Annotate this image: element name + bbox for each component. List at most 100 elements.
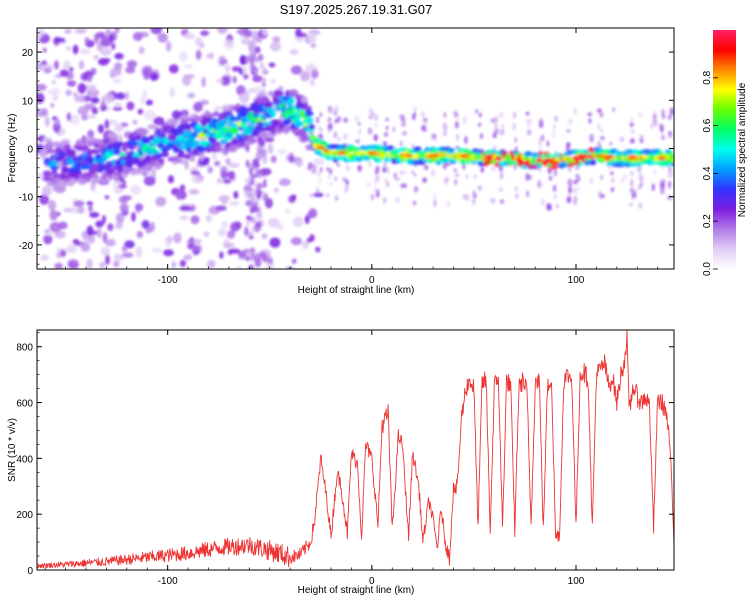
- heatmap-cell: [399, 171, 404, 175]
- heatmap-cell: [499, 111, 504, 119]
- heatmap-cell: [242, 66, 248, 75]
- heatmap-cell: [669, 107, 674, 116]
- heatmap-cell: [41, 108, 49, 117]
- heatmap-cell: [119, 203, 129, 213]
- heatmap-cell: [142, 68, 151, 80]
- heatmap-cell: [113, 62, 123, 71]
- heatmap-cell: [50, 102, 55, 108]
- heatmap-cell: [230, 221, 240, 233]
- heatmap-cell: [556, 204, 559, 209]
- y-tick-label: 0: [27, 145, 33, 156]
- heatmap-cell: [443, 111, 447, 119]
- heatmap-cell: [118, 184, 127, 189]
- heatmap-peak: [337, 151, 346, 156]
- heatmap-cell: [319, 111, 322, 118]
- heatmap-cell: [167, 175, 175, 184]
- heatmap-cell: [88, 204, 93, 213]
- heatmap-cell: [207, 166, 213, 174]
- heatmap-cell: [492, 145, 498, 150]
- heatmap-cell: [479, 133, 484, 140]
- heatmap-cell: [393, 148, 400, 154]
- heatmap-cell: [208, 261, 214, 267]
- heatmap-cell: [171, 261, 177, 269]
- heatmap-cell: [74, 28, 87, 34]
- heatmap-cell: [72, 204, 78, 214]
- heatmap-cell: [293, 216, 304, 228]
- heatmap-peak: [572, 156, 580, 160]
- heatmap-cell: [667, 180, 672, 188]
- heatmap-cell: [610, 178, 615, 183]
- heatmap-cell: [160, 151, 170, 158]
- heatmap-cell: [249, 51, 254, 58]
- heatmap-cell: [262, 66, 267, 75]
- heatmap-cell: [490, 197, 496, 204]
- heatmap-cell: [115, 212, 125, 224]
- heatmap-cell: [91, 107, 98, 115]
- heatmap-cell: [313, 158, 325, 166]
- heatmap-cell: [190, 215, 200, 224]
- heatmap-cell: [259, 61, 264, 70]
- heatmap-cell: [122, 166, 131, 174]
- heatmap-cell: [295, 32, 308, 38]
- heatmap-cell: [80, 72, 90, 82]
- heatmap-cell: [217, 28, 228, 35]
- heatmap-cell: [214, 160, 221, 167]
- colorbar-tick-label: 0.4: [702, 166, 713, 180]
- heatmap-cell: [413, 172, 417, 177]
- heatmap-cell: [51, 79, 57, 85]
- heatmap-cell: [395, 196, 400, 204]
- heatmap-cell: [84, 37, 90, 44]
- heatmap-cell: [179, 205, 192, 211]
- colorbar-tick-label: 0.6: [702, 118, 713, 132]
- heatmap-cell: [375, 175, 380, 182]
- heatmap-cell: [453, 168, 457, 173]
- heatmap-cell: [60, 139, 71, 145]
- heatmap-cell: [248, 264, 255, 269]
- heatmap-cell: [474, 108, 479, 114]
- heatmap-cell: [494, 127, 500, 135]
- heatmap-cell: [270, 110, 277, 118]
- heatmap-cell: [62, 207, 74, 213]
- heatmap-cell: [245, 215, 253, 221]
- heatmap-cell: [217, 228, 227, 237]
- heatmap-cell: [87, 235, 96, 244]
- heatmap-cell: [374, 122, 377, 129]
- heatmap-cell: [661, 109, 665, 117]
- heatmap-cell: [79, 48, 91, 55]
- heatmap-cell: [78, 60, 85, 70]
- heatmap-cell: [345, 184, 349, 192]
- heatmap-cell: [527, 130, 530, 136]
- heatmap-cell: [308, 208, 318, 219]
- heatmap-cell: [112, 78, 122, 84]
- heatmap-cell: [367, 127, 373, 135]
- heatmap-cell: [73, 94, 86, 103]
- heatmap-cell: [547, 167, 552, 174]
- heatmap-cell: [600, 136, 605, 141]
- heatmap-cell: [157, 32, 168, 43]
- heatmap-cell: [66, 112, 72, 122]
- heatmap-cell: [383, 197, 386, 204]
- heatmap-cell: [64, 29, 72, 34]
- heatmap-cell: [220, 76, 231, 86]
- heatmap-cell: [386, 166, 390, 175]
- heatmap-cell: [149, 72, 159, 81]
- heatmap-cell: [567, 178, 573, 187]
- heatmap-cell: [43, 233, 53, 245]
- heatmap-cell: [629, 187, 635, 193]
- heatmap-cell: [415, 146, 422, 152]
- heatmap-peak: [602, 155, 611, 159]
- heatmap-cell: [114, 101, 122, 108]
- heatmap-cell: [262, 28, 268, 36]
- heatmap-cell: [383, 131, 389, 137]
- heatmap-cell: [101, 214, 107, 224]
- heatmap-cell: [301, 241, 309, 250]
- heatmap-cell: [525, 111, 530, 116]
- heatmap-cell: [179, 259, 187, 268]
- heatmap-cell: [368, 161, 372, 167]
- heatmap-cell: [169, 87, 175, 98]
- heatmap-cell: [178, 50, 188, 62]
- heatmap-cell: [249, 63, 253, 71]
- heatmap-cell: [552, 184, 557, 192]
- heatmap-cell: [198, 153, 205, 161]
- heatmap-cell: [184, 32, 196, 40]
